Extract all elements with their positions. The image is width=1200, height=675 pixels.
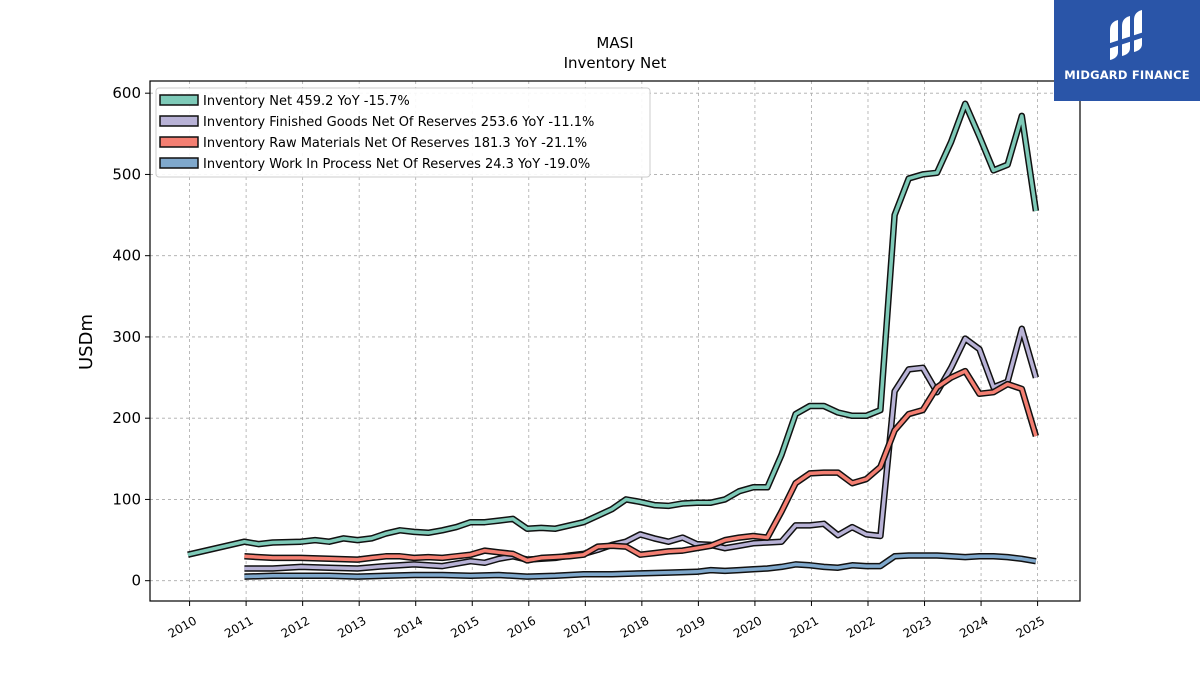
chart-legend: Inventory Net 459.2 YoY -15.7% Inventory …: [155, 87, 651, 178]
series-layer: [187, 100, 1040, 580]
x-tick-label: 2023: [901, 613, 934, 640]
legend-label: Inventory Net 459.2 YoY -15.7%: [203, 94, 410, 109]
series-line: [244, 327, 1038, 571]
legend-swatch: [159, 94, 199, 106]
brand-name: MIDGARD FINANCE: [1064, 68, 1190, 82]
y-tick-label: 500: [112, 165, 141, 183]
x-tick-label: 2022: [844, 613, 877, 640]
chart-title: MASI: [596, 34, 633, 52]
x-tick-label: 2018: [618, 613, 651, 640]
x-tick-label: 2014: [392, 613, 425, 640]
legend-label: Inventory Raw Materials Net Of Reserves …: [203, 136, 587, 151]
chart-subtitle: Inventory Net: [564, 54, 667, 72]
legend-label: Inventory Work In Process Net Of Reserve…: [203, 157, 590, 172]
x-tick-label: 2025: [1014, 613, 1047, 640]
x-tick-label: 2012: [279, 613, 312, 640]
plot-frame: [149, 80, 1081, 602]
x-tick-label: 2010: [166, 613, 199, 640]
y-tick-label: 200: [112, 409, 141, 427]
y-tick-label: 400: [112, 247, 141, 265]
x-tick-label: 2013: [335, 613, 368, 640]
legend-swatch: [159, 157, 199, 169]
legend-box: [155, 87, 651, 178]
x-tick-label: 2021: [788, 613, 821, 640]
x-tick-label: 2024: [957, 613, 990, 640]
y-axis-label: USDm: [76, 314, 97, 370]
x-tick-label: 2011: [222, 613, 255, 640]
x-tick-label: 2017: [561, 613, 594, 640]
series-line: [187, 102, 1038, 557]
grid-lines: [150, 81, 1080, 601]
legend-swatch: [159, 115, 199, 127]
legend-swatch: [159, 136, 199, 148]
x-tick-label: 2016: [505, 613, 538, 640]
y-tick-label: 300: [112, 328, 141, 346]
x-tick-label: 2015: [448, 613, 481, 640]
x-tick-label: 2020: [731, 613, 764, 640]
series-line: [244, 369, 1038, 563]
x-tick-label: 2019: [674, 613, 707, 640]
legend-label: Inventory Finished Goods Net Of Reserves…: [203, 115, 594, 130]
series-line-outline: [244, 325, 1040, 572]
series-line: [244, 553, 1037, 579]
midgard-finance-logo: MIDGARD FINANCE: [1054, 0, 1200, 101]
midgard-logo-icon: [1106, 10, 1146, 60]
y-tick-label: 600: [112, 84, 141, 102]
y-tick-label: 100: [112, 490, 141, 508]
y-tick-label: 0: [131, 572, 141, 590]
